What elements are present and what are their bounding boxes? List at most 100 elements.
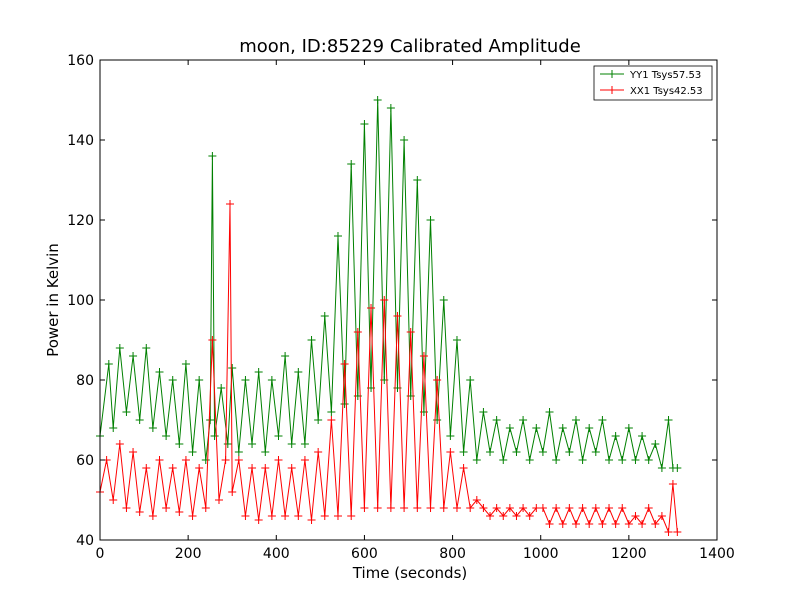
- data-point: [446, 432, 455, 440]
- data-point: [624, 520, 633, 528]
- data-point: [314, 416, 323, 424]
- data-point: [466, 504, 475, 512]
- data-point: [668, 480, 677, 488]
- data-point: [340, 360, 349, 368]
- data-point: [115, 440, 124, 448]
- data-point: [234, 456, 243, 464]
- data-point: [333, 512, 342, 520]
- data-point: [241, 512, 250, 520]
- data-point: [261, 464, 270, 472]
- data-point: [226, 200, 235, 208]
- data-point: [525, 512, 534, 520]
- data-point: [664, 416, 673, 424]
- legend: YY1 Tsys57.53 XX1 Tsys42.53: [593, 65, 713, 101]
- data-point: [274, 432, 283, 440]
- x-tick-label: 200: [175, 546, 202, 562]
- y-tick-label: 120: [67, 213, 94, 229]
- data-point: [492, 416, 501, 424]
- legend-marker-xx1: [608, 86, 616, 94]
- data-point: [486, 448, 495, 456]
- data-point: [129, 448, 138, 456]
- data-point: [135, 416, 144, 424]
- data-point: [512, 448, 521, 456]
- data-point: [175, 508, 184, 516]
- data-point: [605, 504, 614, 512]
- data-point: [148, 512, 157, 520]
- data-point: [499, 512, 508, 520]
- data-point: [248, 440, 257, 448]
- y-tick-label: 100: [67, 293, 94, 309]
- data-point: [545, 520, 554, 528]
- data-point: [320, 512, 329, 520]
- data-point: [294, 368, 303, 376]
- data-point: [175, 440, 184, 448]
- data-point: [373, 96, 382, 104]
- data-point: [638, 520, 647, 528]
- data-point: [552, 504, 561, 512]
- data-point: [611, 432, 620, 440]
- data-point: [168, 376, 177, 384]
- data-point: [624, 424, 633, 432]
- data-point: [360, 120, 369, 128]
- data-point: [206, 416, 215, 424]
- data-point: [565, 448, 574, 456]
- data-point: [673, 464, 682, 472]
- data-point: [578, 504, 587, 512]
- y-tick-label: 60: [76, 453, 94, 469]
- data-point: [228, 364, 237, 372]
- data-point: [393, 312, 402, 320]
- data-point: [300, 456, 309, 464]
- series-line: [99, 203, 678, 533]
- data-point: [631, 512, 640, 520]
- tick-layer: 0 200 400 600 800 1000 1200 1400 40 60 80 100 120 140…: [67, 53, 735, 562]
- y-tick-label: 80: [76, 373, 94, 389]
- data-point: [400, 504, 409, 512]
- data-point: [565, 504, 574, 512]
- data-point: [162, 432, 171, 440]
- data-point: [267, 376, 276, 384]
- data-point: [538, 448, 547, 456]
- data-point: [287, 440, 296, 448]
- x-tick-label: 600: [351, 546, 378, 562]
- data-point: [135, 508, 144, 516]
- data-point: [327, 416, 336, 424]
- data-point: [433, 376, 442, 384]
- data-point: [115, 344, 124, 352]
- data-point: [452, 336, 461, 344]
- data-point: [591, 448, 600, 456]
- data-point: [181, 456, 190, 464]
- data-point: [294, 512, 303, 520]
- data-point: [281, 352, 290, 360]
- data-point: [657, 512, 666, 520]
- data-point: [333, 232, 342, 240]
- data-point: [439, 296, 448, 304]
- data-point: [479, 504, 488, 512]
- data-point: [254, 368, 263, 376]
- legend-label-xx1: XX1 Tsys42.53: [630, 86, 703, 97]
- x-tick-label: 800: [439, 546, 466, 562]
- data-point: [611, 520, 620, 528]
- data-point: [254, 516, 263, 524]
- x-tick-label: 1400: [699, 546, 735, 562]
- y-tick-label: 140: [67, 133, 94, 149]
- data-point: [585, 424, 594, 432]
- data-point: [419, 352, 428, 360]
- data-point: [214, 496, 223, 504]
- data-point: [505, 504, 514, 512]
- data-point: [472, 496, 481, 504]
- data-point: [558, 424, 567, 432]
- data-point: [168, 464, 177, 472]
- x-tick-label: 0: [96, 546, 105, 562]
- data-point: [664, 528, 673, 536]
- data-point: [327, 408, 336, 416]
- data-point: [142, 344, 151, 352]
- data-point: [558, 520, 567, 528]
- data-point: [360, 504, 369, 512]
- data-point: [651, 520, 660, 528]
- data-point: [413, 176, 422, 184]
- data-point: [188, 448, 197, 456]
- data-point: [148, 424, 157, 432]
- data-point: [618, 456, 627, 464]
- data-point: [644, 456, 653, 464]
- data-point: [109, 496, 118, 504]
